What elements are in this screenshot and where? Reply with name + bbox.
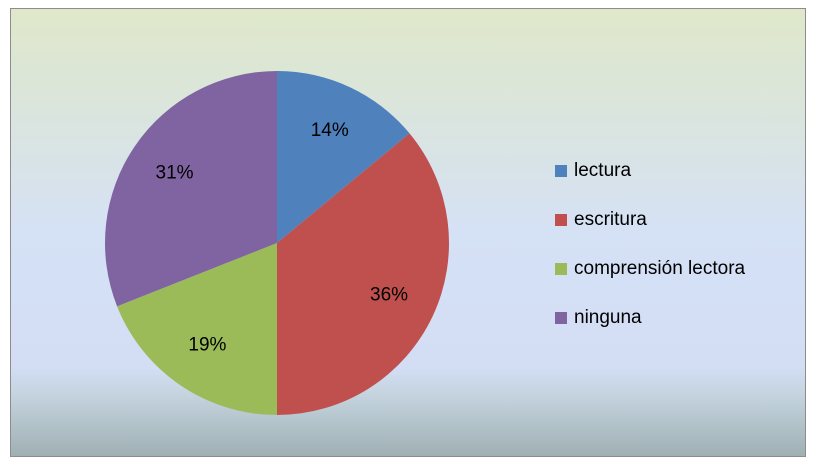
pie-slice: [277, 133, 450, 415]
legend-swatch: [555, 312, 567, 324]
legend-label: comprensión lectora: [574, 258, 746, 279]
legend-swatch: [555, 263, 567, 275]
pie-slice: [277, 71, 410, 243]
legend-label: lectura: [574, 160, 631, 181]
pie: 14% 36% 19% 31%: [105, 71, 450, 415]
legend-swatch: [555, 165, 567, 177]
data-label: 31%: [156, 162, 194, 183]
pie-slice: [105, 71, 277, 307]
pie-slice: [117, 243, 277, 415]
legend-label: ninguna: [574, 307, 642, 328]
data-label: 36%: [370, 285, 408, 306]
legend: lectura escritura comprensión lectora ningu…: [555, 160, 746, 328]
legend-swatch: [555, 214, 567, 226]
legend-label: escritura: [574, 209, 647, 230]
data-label: 19%: [188, 334, 226, 355]
data-label: 14%: [311, 120, 349, 141]
